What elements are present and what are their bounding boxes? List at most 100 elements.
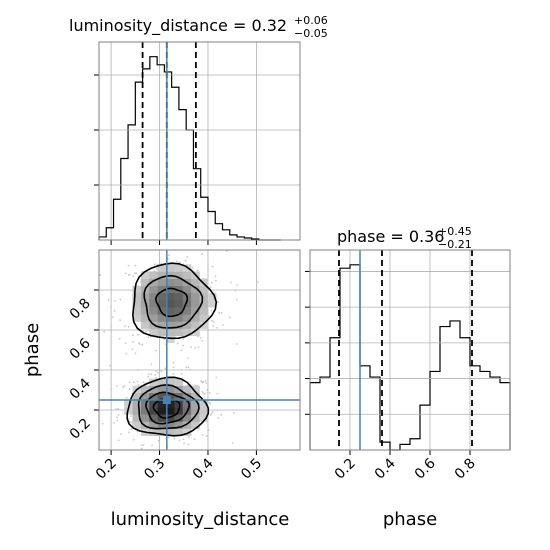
joint-sample-point xyxy=(216,326,219,329)
joint-sample-point xyxy=(185,366,188,369)
joint-sample-point xyxy=(137,342,140,344)
joint-sample-point xyxy=(134,264,137,267)
joint-sample-point xyxy=(180,372,183,375)
joint-density-cell xyxy=(199,414,209,422)
joint-sample-point xyxy=(118,337,121,340)
joint-density-cell xyxy=(174,271,184,279)
joint-density-cell xyxy=(149,378,158,387)
joint-contour-line xyxy=(154,287,189,318)
joint-sample-point xyxy=(186,256,189,259)
joint-sample-point xyxy=(211,281,213,284)
joint-sample-point xyxy=(124,325,126,327)
joint-density-cell xyxy=(182,392,192,401)
joint-sample-point xyxy=(200,380,202,382)
joint-sample-point xyxy=(117,408,120,411)
joint-density-cell xyxy=(132,400,142,408)
joint-density-cell xyxy=(149,428,158,437)
joint-sample-point xyxy=(211,265,214,268)
joint-contour-line xyxy=(126,376,210,437)
joint-sample-point xyxy=(191,266,194,269)
joint-density-cell xyxy=(157,271,167,279)
joint-density-cell xyxy=(149,292,158,301)
title-luminosity-distance: luminosity_distance = 0.32 xyxy=(69,16,287,36)
joint-sample-point xyxy=(125,352,128,355)
joint-sample-point xyxy=(197,346,200,349)
joint-sample-point xyxy=(119,433,122,436)
joint-density-cell xyxy=(124,400,133,408)
ld-histogram-step xyxy=(98,56,281,241)
joint-sample-point xyxy=(231,441,234,444)
joint-sample-point xyxy=(125,396,128,399)
joint-sample-point xyxy=(163,338,166,341)
joint-density-cell xyxy=(157,307,167,315)
joint-sample-point xyxy=(154,374,157,376)
joint-sample-point xyxy=(147,373,150,376)
joint-y-tick-label: 0.2 xyxy=(67,416,94,443)
joint-density-cell xyxy=(166,428,175,437)
joint-sample-point xyxy=(147,336,150,338)
joint-density-cell xyxy=(191,285,200,294)
joint-sample-point xyxy=(147,375,149,378)
joint-density-cell xyxy=(182,271,192,279)
joint-sample-point xyxy=(153,263,156,266)
joint-sample-point xyxy=(205,382,208,384)
joint-sample-point xyxy=(119,319,122,322)
joint-sample-point xyxy=(204,379,207,382)
joint-sample-point xyxy=(164,367,167,370)
joint-sample-point xyxy=(184,259,187,262)
joint-contour-line xyxy=(137,383,200,430)
joint-sample-point xyxy=(209,286,212,289)
joint-sample-point xyxy=(135,272,138,275)
joint-sample-point xyxy=(114,300,116,302)
joint-sample-point xyxy=(188,436,190,439)
joint-density-cell xyxy=(174,278,184,287)
joint-sample-point xyxy=(114,408,117,411)
joint-density-cell xyxy=(149,300,158,308)
joint-sample-point xyxy=(201,390,204,393)
joint-sample-point xyxy=(132,341,135,343)
joint-sample-point xyxy=(107,298,110,301)
joint-density-cell xyxy=(182,421,192,429)
joint-sample-point xyxy=(214,279,217,282)
joint-density-cell xyxy=(191,321,200,329)
joint-sample-point xyxy=(157,439,160,442)
joint-density-cell xyxy=(182,414,192,422)
joint-x-tick-label: 0.5 xyxy=(238,456,265,483)
joint-sample-point xyxy=(113,309,116,312)
joint-sample-point xyxy=(151,444,153,447)
joint-sample-point xyxy=(220,312,223,314)
joint-sample-point xyxy=(110,388,113,391)
joint-sample-point xyxy=(205,435,208,437)
joint-density-cell xyxy=(132,392,142,401)
joint-sample-point xyxy=(155,369,157,372)
phase-hist-x-tick-label: 0.4 xyxy=(372,455,399,482)
joint-density-cell xyxy=(166,407,175,415)
joint-density-cell xyxy=(166,285,175,294)
joint-sample-point xyxy=(173,437,176,440)
joint-sample-point xyxy=(132,275,135,278)
x-axis-label-phase: phase xyxy=(383,509,437,530)
joint-density-cell xyxy=(182,328,192,337)
joint-density-cells xyxy=(124,264,217,437)
joint-density-cell xyxy=(149,414,158,422)
joint-density-cell xyxy=(149,421,158,429)
joint-sample-point xyxy=(188,368,191,371)
joint-sample-point xyxy=(211,411,214,413)
joint-sample-point xyxy=(155,268,158,271)
joint-density-cell xyxy=(157,321,167,329)
joint-sample-point xyxy=(116,419,119,422)
joint-sample-point xyxy=(176,342,179,345)
joint-sample-point xyxy=(136,380,139,383)
joint-density-cell xyxy=(174,421,184,429)
joint-x-tick-label: 0.2 xyxy=(93,456,120,483)
title-luminosity-distance-plus: +0.06 xyxy=(294,14,328,27)
joint-sample-point xyxy=(117,413,120,416)
joint-sample-point xyxy=(141,444,143,446)
joint-sample-point xyxy=(131,348,134,351)
phase-hist-x-tick-label: 0.2 xyxy=(332,456,359,483)
joint-sample-point xyxy=(256,281,259,284)
joint-density-cell xyxy=(149,407,158,415)
joint-density-cell xyxy=(166,378,175,387)
joint-density-cell xyxy=(157,428,167,437)
joint-density-cell xyxy=(149,400,158,408)
